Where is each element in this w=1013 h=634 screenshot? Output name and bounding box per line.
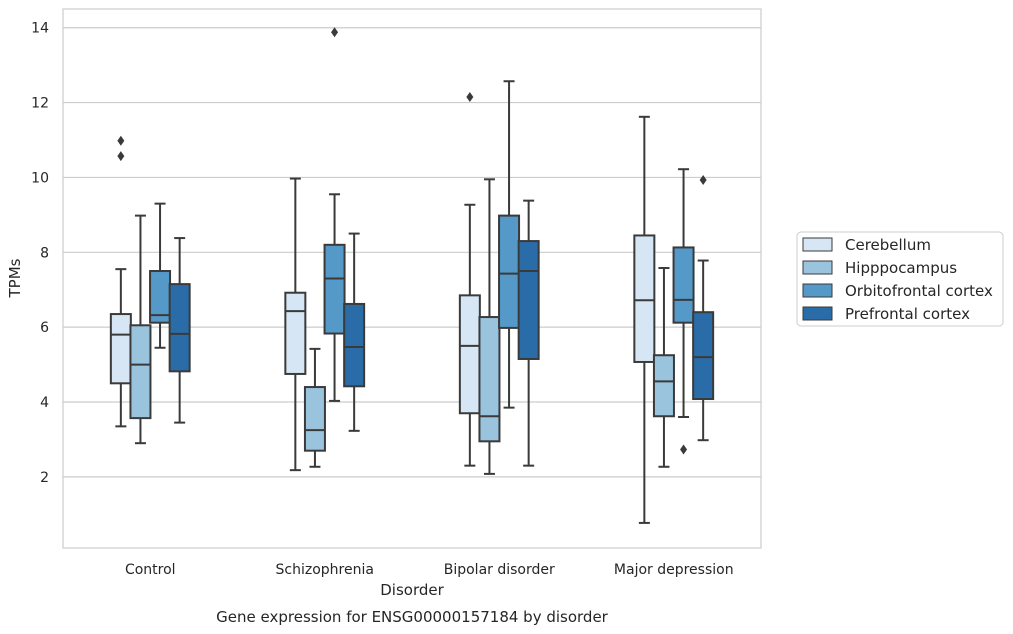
- y-tick-label: 12: [31, 96, 49, 112]
- x-axis-label: Disorder: [380, 581, 444, 599]
- plot-frame: [62, 8, 762, 549]
- box-cerebellum: [109, 135, 132, 428]
- legend-swatch: [802, 283, 833, 298]
- box-cerebellum: [458, 91, 481, 467]
- box-hipppocampus: [129, 214, 152, 445]
- iqr-box: [129, 324, 152, 420]
- iqr-box: [303, 386, 326, 452]
- iqr-box: [498, 214, 521, 329]
- outlier-point: [699, 175, 707, 186]
- legend-item: Cerebellum: [802, 236, 931, 254]
- iqr-box: [168, 283, 191, 373]
- iqr-box: [633, 234, 656, 363]
- legend-item: Prefrontal cortex: [802, 305, 970, 323]
- y-tick-label: 2: [40, 470, 49, 486]
- outlier-point: [466, 91, 474, 102]
- legend-items: Cerebellum Hipppocampus Orbitofrontal cort…: [802, 236, 993, 323]
- y-tick-labels: 2 4 6 8 10 12 14: [31, 21, 49, 486]
- box-prefrontal-cortex: [692, 175, 715, 442]
- x-tick-label: Bipolar disorder: [444, 562, 555, 578]
- box-orbitofrontal-cortex: [672, 168, 695, 455]
- legend-frame: [796, 231, 1004, 327]
- iqr-box: [652, 354, 675, 418]
- outlier-point: [331, 27, 339, 38]
- outlier-point: [680, 444, 688, 455]
- iqr-box: [672, 246, 695, 324]
- iqr-box: [343, 302, 366, 388]
- box-orbitofrontal-cortex: [498, 80, 521, 409]
- iqr-box: [458, 294, 481, 415]
- legend-label: Cerebellum: [845, 236, 931, 254]
- y-tick-label: 14: [31, 21, 49, 37]
- box-hipppocampus: [303, 347, 326, 468]
- outlier-point: [117, 135, 125, 146]
- box-hipppocampus: [652, 267, 675, 468]
- legend-item: Hipppocampus: [802, 259, 957, 277]
- box-layer: [109, 27, 715, 524]
- box-cerebellum: [633, 115, 656, 524]
- iqr-box: [284, 291, 307, 375]
- legend-label: Hipppocampus: [845, 259, 957, 277]
- box-orbitofrontal-cortex: [149, 202, 172, 349]
- iqr-box: [478, 316, 501, 443]
- box-orbitofrontal-cortex: [323, 27, 346, 402]
- iqr-box: [517, 240, 540, 360]
- box-prefrontal-cortex: [343, 232, 366, 432]
- chart-caption: Gene expression for ENSG00000157184 by d…: [216, 608, 609, 626]
- y-tick-label: 8: [40, 245, 49, 261]
- x-tick-label: Schizophrenia: [276, 562, 374, 578]
- y-axis-label: TPMs: [6, 258, 24, 298]
- legend-item: Orbitofrontal cortex: [802, 282, 993, 300]
- outlier-point: [117, 151, 125, 162]
- box-cerebellum: [284, 177, 307, 472]
- iqr-box: [323, 243, 346, 335]
- y-tick-label: 6: [40, 320, 49, 336]
- x-tick-label: Control: [125, 562, 176, 578]
- y-tick-label: 4: [40, 395, 49, 411]
- x-tick-label: Major depression: [614, 562, 734, 578]
- iqr-box: [109, 313, 132, 385]
- y-tick-label: 10: [31, 170, 49, 186]
- legend-swatch: [802, 260, 833, 275]
- box-prefrontal-cortex: [168, 237, 191, 424]
- legend-swatch: [802, 237, 833, 252]
- legend-label: Prefrontal cortex: [845, 305, 970, 323]
- iqr-box: [692, 311, 715, 401]
- x-tick-labels: Control Schizophrenia Bipolar disorder Majo…: [125, 562, 734, 578]
- box-hipppocampus: [478, 178, 501, 475]
- legend: Cerebellum Hipppocampus Orbitofrontal cort…: [796, 231, 1004, 327]
- legend-swatch: [802, 306, 833, 321]
- legend-label: Orbitofrontal cortex: [845, 282, 993, 300]
- box-prefrontal-cortex: [517, 199, 540, 467]
